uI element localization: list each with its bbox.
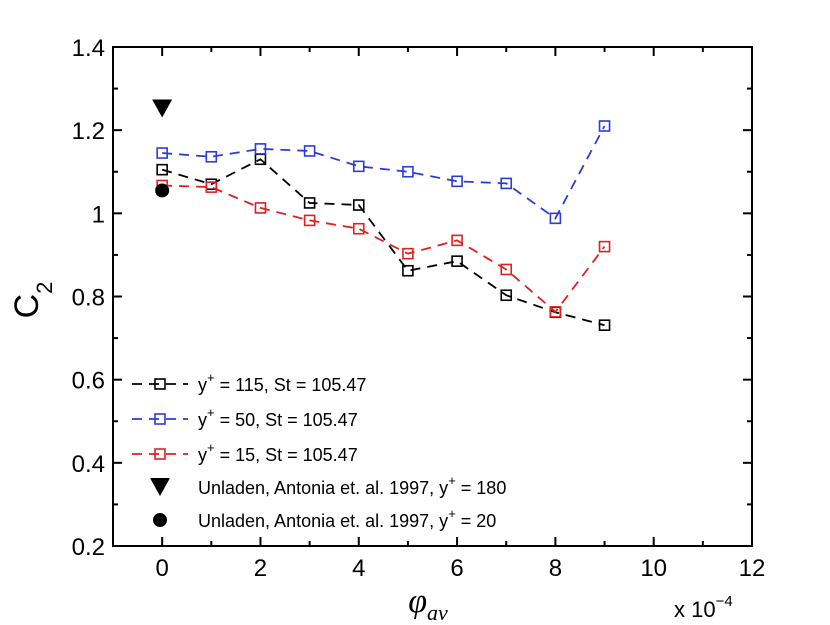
legend-label: y+ = 115, St = 105.47 xyxy=(198,370,366,395)
plot-area xyxy=(152,99,611,331)
data-point xyxy=(402,264,414,277)
x-tick-label: 4 xyxy=(352,555,365,582)
x-axis-label: φav xyxy=(408,583,448,625)
data-point xyxy=(402,165,414,178)
data-point xyxy=(451,234,463,247)
legend-label: Unladen, Antonia et. al. 1997, y+ = 20 xyxy=(198,506,496,531)
y-tick-label: 0.6 xyxy=(72,368,105,395)
legend-entry-2: y+ = 50, St = 105.47 xyxy=(132,405,358,430)
y-tick-label: 0.2 xyxy=(72,534,105,561)
legend-label: y+ = 15, St = 105.47 xyxy=(198,440,358,465)
axes: 0 2 4 6 8 10 12 0.2 0.4 0.6 0.8 1 1.2 1.4 xyxy=(72,35,766,582)
data-point xyxy=(598,120,611,132)
data-point xyxy=(598,319,611,331)
x-tick-label: 10 xyxy=(640,555,667,582)
x-tick-label: 2 xyxy=(254,555,267,582)
data-point xyxy=(156,163,168,176)
data-point xyxy=(152,99,173,118)
data-point xyxy=(303,197,316,209)
data-point xyxy=(549,306,562,318)
data-point xyxy=(303,214,316,227)
legend-marker xyxy=(154,413,166,425)
data-point xyxy=(352,199,365,211)
data-point xyxy=(402,247,414,260)
series-5 xyxy=(155,183,170,198)
series-line xyxy=(162,125,606,220)
y-tick-label: 0.8 xyxy=(72,285,105,312)
data-point xyxy=(205,181,218,193)
data-point xyxy=(205,150,218,163)
y-tick-label: 1.2 xyxy=(72,118,105,145)
data-point xyxy=(254,143,267,155)
data-point xyxy=(352,222,365,235)
x-tick-label: 8 xyxy=(549,555,562,582)
data-point xyxy=(303,145,316,157)
y-tick-label: 1.4 xyxy=(72,35,105,62)
data-point xyxy=(500,289,513,302)
legend-entry-3: y+ = 15, St = 105.47 xyxy=(132,440,358,465)
data-point xyxy=(156,147,168,159)
series-line xyxy=(162,184,606,314)
y-axis-label: C2 xyxy=(8,282,57,319)
legend: y+ = 115, St = 105.47 y+ = 50, St = 105.4… xyxy=(132,370,506,531)
legend-marker xyxy=(154,448,166,460)
x-tick-label: 0 xyxy=(155,555,168,582)
data-point xyxy=(451,255,463,267)
legend-marker xyxy=(154,378,166,390)
legend-entry-1: y+ = 115, St = 105.47 xyxy=(132,370,366,395)
legend-label: Unladen, Antonia et. al. 1997, y+ = 180 xyxy=(198,473,506,498)
data-point xyxy=(500,263,513,276)
y-tick-label: 0.4 xyxy=(72,451,105,478)
data-point xyxy=(598,240,611,253)
data-point xyxy=(451,175,463,188)
data-point xyxy=(155,183,170,198)
series-line xyxy=(161,158,605,327)
x-tick-label: 6 xyxy=(450,555,463,582)
series-3 xyxy=(156,179,611,318)
y-tick-label: 1 xyxy=(92,201,105,228)
data-point xyxy=(500,177,513,190)
data-point xyxy=(549,212,562,225)
data-point xyxy=(352,160,365,173)
series-2 xyxy=(156,120,611,225)
axes-frame xyxy=(112,46,753,547)
x-axis-multiplier: x 10−4 xyxy=(674,593,733,622)
x-tick-label: 12 xyxy=(739,555,766,582)
data-point xyxy=(254,202,267,214)
legend-marker xyxy=(153,513,167,527)
legend-entry-5: Unladen, Antonia et. al. 1997, y+ = 20 xyxy=(153,506,496,531)
series-4 xyxy=(152,99,173,118)
legend-marker xyxy=(150,478,170,496)
legend-entry-4: Unladen, Antonia et. al. 1997, y+ = 180 xyxy=(150,473,506,498)
legend-label: y+ = 50, St = 105.47 xyxy=(198,405,358,430)
series-1 xyxy=(156,153,611,331)
